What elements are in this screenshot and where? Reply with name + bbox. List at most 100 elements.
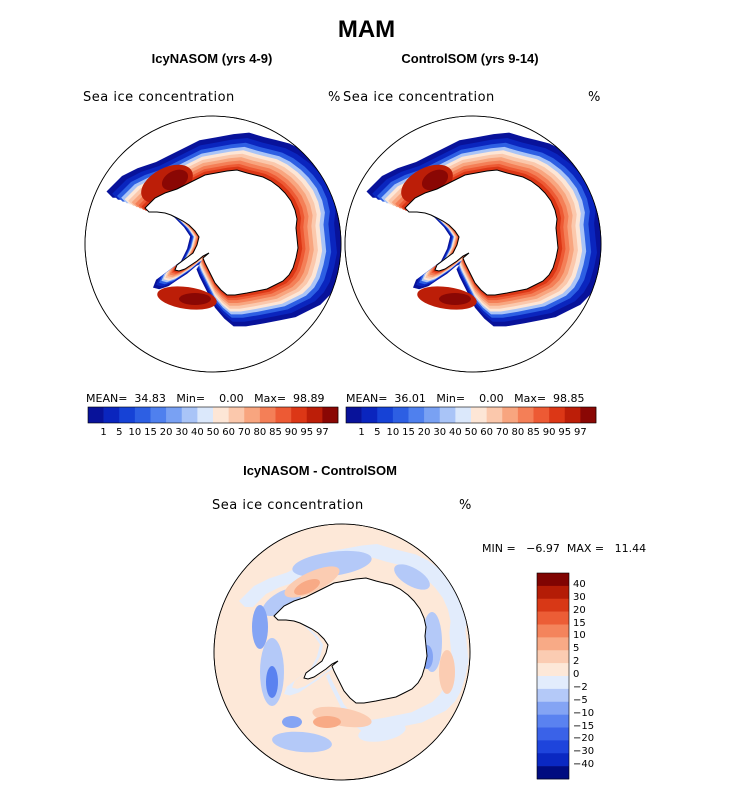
panel-1-polar-map	[84, 115, 342, 373]
colorbar-swatch	[537, 714, 569, 728]
colorbar-tick-label: −20	[573, 733, 595, 745]
colorbar-tick-label: 20	[159, 427, 173, 438]
difference-polar-map	[213, 523, 471, 781]
panel-1-colorbar-ticks: 1 5 10 15 20 30 40 50 60 70 80 85 90 95 97	[88, 427, 338, 441]
panel-2-title: ControlSOM (yrs 9-14)	[401, 51, 539, 66]
colorbar-tick-label: 5	[573, 643, 580, 655]
colorbar-tick-label: 80	[511, 427, 525, 438]
colorbar-tick-label: 1	[358, 427, 365, 438]
colorbar-swatch	[88, 407, 104, 423]
colorbar-swatch	[537, 676, 569, 690]
colorbar-tick-label: 95	[300, 427, 314, 438]
colorbar-tick-label: 90	[284, 427, 298, 438]
colorbar-tick-label: 80	[253, 427, 267, 438]
colorbar-swatch	[537, 598, 569, 612]
difference-patch-9	[282, 716, 302, 728]
colorbar-tick-label: 90	[542, 427, 556, 438]
colorbar-swatch	[537, 624, 569, 638]
colorbar-tick-label: 10	[128, 427, 142, 438]
difference-minmax: MIN = −6.97 MAX = 11.44	[482, 542, 647, 555]
colorbar-swatch	[533, 407, 550, 423]
panel-1-colorbar	[87, 406, 339, 424]
colorbar-tick-label: 1	[100, 427, 107, 438]
difference-patch-2	[394, 564, 430, 590]
difference-patch-15	[439, 650, 455, 694]
colorbar-tick-label: 50	[464, 427, 478, 438]
colorbar-tick-label: 15	[144, 427, 157, 438]
antarctica-coastline	[144, 169, 299, 296]
colorbar-swatch	[537, 663, 569, 677]
colorbar-swatch	[502, 407, 519, 423]
colorbar-tick-label: −2	[573, 681, 588, 693]
colorbar-swatch	[244, 407, 261, 423]
colorbar-swatch	[537, 611, 569, 625]
colorbar-swatch	[424, 407, 441, 423]
panel-1-unit-label: %	[328, 90, 341, 105]
colorbar-swatch	[361, 407, 378, 423]
panel-2-statistics: MEAN= 36.01 Min= 0.00 Max= 98.85	[346, 392, 585, 405]
colorbar-tick-label: 95	[558, 427, 572, 438]
colorbar-tick-label: −40	[573, 759, 595, 771]
colorbar-swatch	[291, 407, 308, 423]
colorbar-swatch	[517, 407, 534, 423]
colorbar-swatch	[439, 407, 456, 423]
colorbar-swatch	[537, 727, 569, 741]
panel-1-title: IcyNASOM (yrs 4-9)	[151, 51, 273, 66]
colorbar-tick-label: 70	[495, 427, 509, 438]
colorbar-tick-label: 15	[402, 427, 415, 438]
difference-patch-6	[358, 722, 406, 742]
difference-patch-14	[294, 578, 320, 596]
colorbar-swatch	[537, 650, 569, 664]
colorbar-swatch	[103, 407, 120, 423]
difference-patch-13	[313, 716, 341, 728]
panel-1-variable-label: Sea ice concentration	[83, 90, 235, 105]
colorbar-tick-label: −15	[573, 720, 595, 732]
colorbar-swatch	[306, 407, 323, 423]
difference-unit-label: %	[459, 498, 472, 513]
colorbar-tick-label: 60	[480, 427, 493, 438]
difference-patch-8	[266, 666, 278, 698]
difference-colorbar	[536, 572, 570, 780]
colorbar-swatch	[197, 407, 214, 423]
colorbar-swatch	[346, 407, 362, 423]
panel-2-variable-label: Sea ice concentration	[343, 90, 495, 105]
colorbar-tick-label: 5	[374, 427, 381, 438]
colorbar-tick-label: 60	[222, 427, 235, 438]
antarctica-coastline	[273, 577, 428, 704]
colorbar-swatch	[213, 407, 229, 423]
colorbar-swatch	[259, 407, 276, 423]
colorbar-tick-label: 0	[573, 669, 580, 680]
difference-patch-1	[292, 550, 372, 578]
panel-2-polar-map	[344, 115, 602, 373]
antarctica-coastline	[404, 169, 559, 296]
colorbar-swatch	[275, 407, 292, 423]
colorbar-swatch	[181, 407, 198, 423]
main-title: MAM	[337, 16, 396, 43]
colorbar-tick-label: 20	[573, 604, 586, 616]
colorbar-swatch	[537, 753, 569, 767]
colorbar-swatch	[537, 688, 569, 703]
colorbar-swatch	[537, 766, 569, 780]
difference-patch-7	[252, 605, 268, 649]
colorbar-tick-label: 5	[116, 427, 123, 438]
colorbar-tick-label: 85	[269, 427, 282, 438]
colorbar-tick-label: 40	[573, 578, 586, 590]
panel-2-colorbar-ticks: 1 5 10 15 20 30 40 50 60 70 80 85 90 95 97	[346, 427, 596, 441]
colorbar-swatch	[150, 407, 167, 423]
colorbar-swatch	[322, 407, 339, 423]
colorbar-swatch	[134, 407, 151, 423]
colorbar-tick-label: 40	[191, 427, 204, 438]
colorbar-tick-label: 97	[574, 427, 587, 438]
colorbar-swatch	[537, 585, 569, 600]
colorbar-swatch	[580, 407, 597, 423]
colorbar-tick-label: 10	[573, 630, 586, 642]
colorbar-swatch	[537, 637, 569, 651]
colorbar-swatch	[537, 701, 569, 715]
colorbar-tick-label: 2	[573, 656, 580, 668]
colorbar-swatch	[471, 407, 487, 423]
colorbar-tick-label: −5	[573, 694, 588, 706]
colorbar-tick-label: 85	[527, 427, 540, 438]
colorbar-tick-label: −30	[573, 746, 595, 758]
colorbar-swatch	[392, 407, 409, 423]
colorbar-swatch	[486, 407, 503, 423]
